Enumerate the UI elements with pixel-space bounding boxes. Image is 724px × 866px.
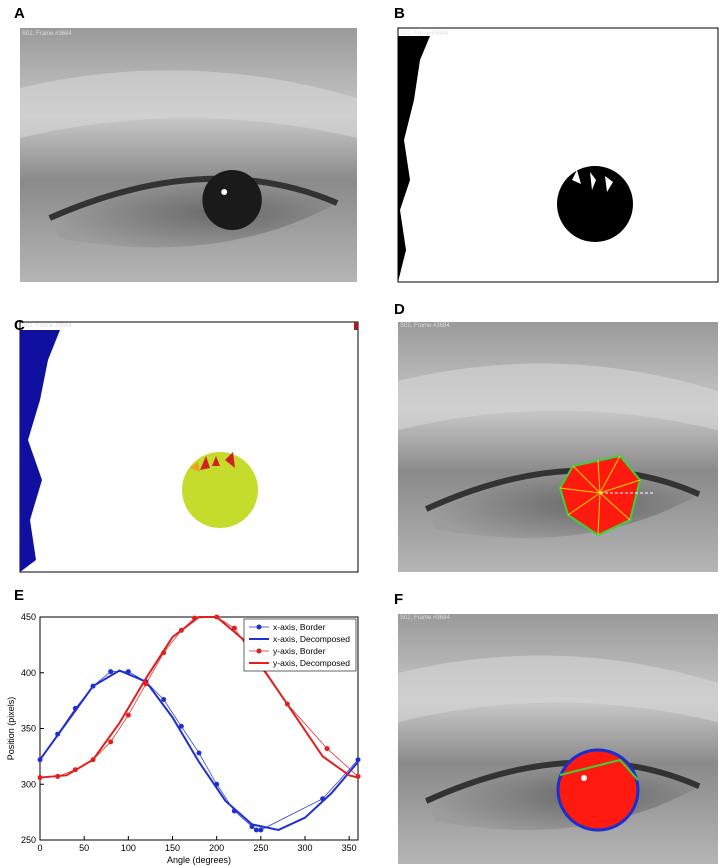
- data-point: [356, 757, 361, 762]
- legend-label: x-axis, Border: [273, 622, 326, 632]
- legend-label: y-axis, Border: [273, 646, 326, 656]
- x-axis-label: Angle (degrees): [167, 855, 231, 865]
- legend-marker: [257, 649, 262, 654]
- figure: AS02, Frame #3684BS02, Fra~e #3684CS02, …: [0, 0, 724, 866]
- frame-caption: S02, Fra~e #3684: [400, 31, 449, 37]
- data-point: [254, 827, 259, 832]
- data-point: [126, 713, 131, 718]
- panel-label: E: [14, 587, 24, 604]
- x-tick-label: 50: [79, 843, 89, 853]
- y-tick-label: 300: [21, 779, 36, 789]
- frame-caption: S02, Frame #3684: [400, 323, 450, 329]
- data-point: [161, 697, 166, 702]
- legend-label: x-axis, Decomposed: [273, 634, 350, 644]
- data-point: [108, 669, 113, 674]
- x-tick-label: 300: [297, 843, 312, 853]
- x-tick-label: 200: [209, 843, 224, 853]
- panel-c-image: [20, 322, 358, 572]
- data-point: [325, 746, 330, 751]
- x-tick-label: 250: [253, 843, 268, 853]
- frame-caption: S02, Frame #3684: [22, 31, 72, 37]
- legend-label: y-axis, Decomposed: [273, 658, 350, 668]
- data-point: [108, 739, 113, 744]
- frame-caption: S02, Frame #3684: [22, 323, 72, 329]
- panel-label: D: [394, 301, 405, 318]
- panel-a-image: [20, 28, 357, 282]
- panel-label: A: [14, 5, 25, 22]
- x-tick-label: 100: [121, 843, 136, 853]
- data-point: [258, 827, 263, 832]
- x-tick-label: 150: [165, 843, 180, 853]
- y-tick-label: 350: [21, 724, 36, 734]
- panel-f-image: [398, 614, 718, 864]
- x-tick-label: 350: [342, 843, 357, 853]
- y-axis-label: Position (pixels): [6, 697, 16, 761]
- panel-label: B: [394, 5, 405, 22]
- legend-marker: [257, 625, 262, 630]
- x-tick-label: 0: [37, 843, 42, 853]
- frame-caption: S02, Frame #3684: [400, 615, 450, 621]
- panel-b-image: [398, 28, 718, 282]
- y-tick-label: 400: [21, 668, 36, 678]
- data-point: [197, 751, 202, 756]
- panel-d-image: [398, 322, 718, 572]
- panel-label: F: [394, 591, 403, 608]
- y-tick-label: 250: [21, 835, 36, 845]
- y-tick-label: 450: [21, 612, 36, 622]
